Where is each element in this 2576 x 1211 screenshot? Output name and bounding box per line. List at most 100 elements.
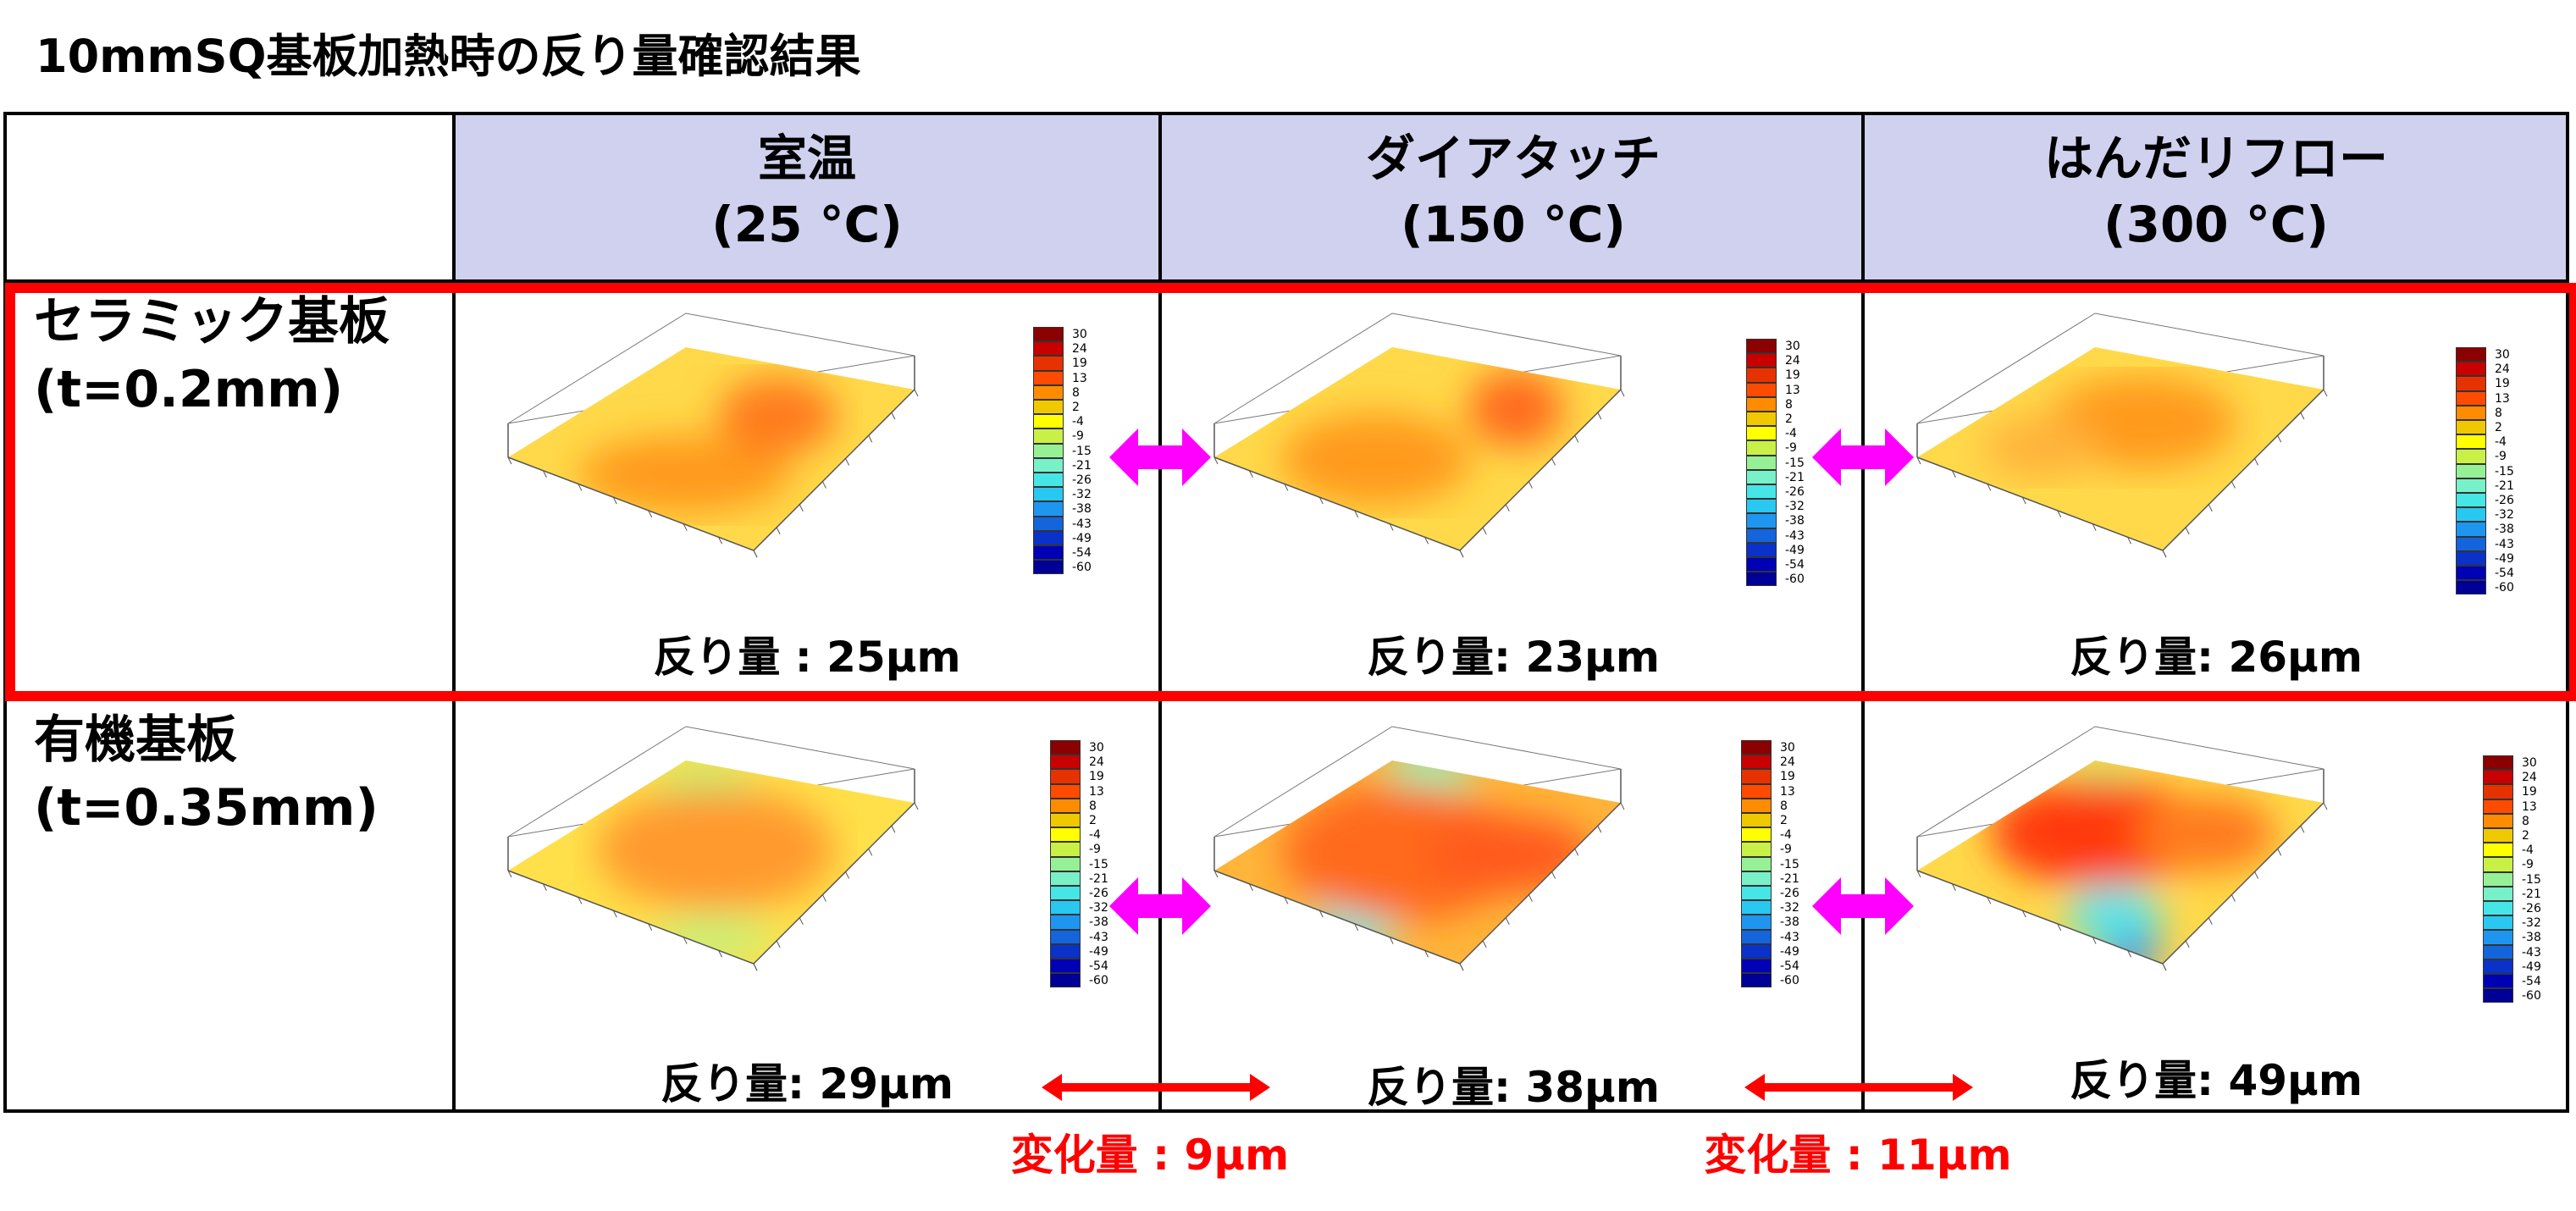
axis-line	[1916, 870, 2164, 965]
colorbar-swatch	[1746, 440, 1777, 456]
colorbar-swatch	[1050, 827, 1081, 843]
axis-line	[507, 870, 755, 965]
axis-tick	[1987, 484, 1992, 491]
axis-line	[1459, 802, 1622, 965]
colorbar-swatch	[1050, 929, 1081, 944]
colorbar-swatch	[1746, 499, 1777, 514]
colorbar-tick-label: -26	[1780, 887, 1799, 900]
colorbar-swatch	[2483, 930, 2513, 945]
axis-tick	[1213, 870, 1219, 878]
axis-tick	[1248, 883, 1253, 891]
colorbar-swatch	[2456, 507, 2486, 523]
colorbar-swatch	[2483, 828, 2513, 843]
colorbar-swatch	[1050, 973, 1081, 988]
surface-plot-graphic	[507, 312, 919, 558]
axis-tick	[507, 456, 512, 465]
colorbar-swatch	[1741, 842, 1772, 857]
surface-region	[1983, 417, 2103, 478]
colorbar-swatch	[1033, 443, 1064, 458]
axis-tick	[2021, 496, 2026, 505]
colorbar-tick-label: 2	[1089, 814, 1097, 827]
row-thickness: (t=0.35mm)	[34, 778, 379, 838]
colorbar-swatch	[1033, 370, 1064, 385]
colorbar-swatch	[1741, 973, 1772, 988]
colorbar-tick-label: -32	[1785, 500, 1805, 514]
axis-tick	[891, 412, 896, 420]
axis-tick	[648, 510, 653, 518]
colorbar-swatch	[1033, 457, 1064, 473]
colorbar-swatch	[1741, 915, 1772, 930]
colorbar-swatch	[2483, 988, 2513, 1004]
compare-arrow-ceramic-1	[1109, 429, 1211, 486]
colorbar-swatch	[1033, 414, 1064, 429]
axis-tick	[868, 849, 873, 856]
colorbar-swatch	[1746, 542, 1777, 557]
axis-tick	[868, 435, 873, 443]
axis-line	[2162, 802, 2324, 965]
axis-tick	[1916, 870, 1921, 878]
colorbar-tick-label: 13	[1089, 784, 1104, 799]
axis-tick	[542, 883, 547, 891]
axis-tick	[1528, 894, 1533, 902]
surface-region	[1991, 779, 2205, 887]
axis-tick	[507, 870, 512, 878]
double-arrow-icon	[1812, 877, 1914, 935]
colorbar-tick-label: -9	[2522, 858, 2534, 872]
colorbar-swatch	[1050, 798, 1081, 813]
colorbar-swatch	[2456, 390, 2486, 406]
colorbar-tick-label: 19	[2522, 785, 2537, 799]
colorbar-swatch	[1746, 368, 1777, 383]
axis-tick	[914, 389, 919, 397]
surface-plot-graphic	[1916, 312, 2328, 558]
colorbar-tick-label: -60	[1089, 974, 1108, 988]
axis-line	[1213, 456, 1461, 551]
colorbar-tick-label: -9	[1780, 843, 1792, 857]
surface-plot	[1883, 710, 2391, 1015]
colorbar-tick-label: 24	[1785, 354, 1800, 368]
colorbar-tick-label: -54	[1780, 959, 1799, 973]
surface-plot-graphic	[1916, 726, 2328, 971]
axis-tick	[1951, 470, 1956, 478]
colorbar-tick-label: 19	[1785, 368, 1800, 383]
colorbar-tick-label: -32	[1089, 901, 1108, 915]
colorbar-tick-label: 8	[2495, 406, 2502, 420]
axis-tick	[845, 871, 850, 879]
column-header-background	[456, 115, 2569, 279]
colorbar-tick-label: -15	[2495, 464, 2514, 478]
colorbar-tick-label: -43	[1089, 930, 1108, 944]
colorbar-tick-label: 19	[1089, 770, 1104, 784]
colorbar-swatch	[1033, 429, 1064, 444]
colorbar-tick-label: 19	[1780, 770, 1795, 784]
colorbar-tick-label: -4	[2522, 843, 2534, 858]
change-arrow-1	[1042, 1074, 1270, 1101]
colorbar-tick-label: -60	[2522, 989, 2541, 1004]
axis-tick	[2021, 910, 2026, 918]
colorbar-tick-label: 30	[1780, 741, 1795, 755]
colorbar-swatch	[2456, 550, 2486, 566]
colorbar-swatch	[2483, 813, 2513, 828]
colorbar-tick-label: -49	[2495, 551, 2514, 566]
axis-tick	[1482, 940, 1487, 948]
column-temp: (300 °C)	[2103, 196, 2329, 253]
colorbar-tick-label: -43	[1785, 528, 1805, 543]
colorbar-swatch	[1050, 886, 1081, 901]
axis-tick	[2323, 389, 2328, 397]
colorbar-tick-label: -54	[2495, 567, 2514, 580]
colorbar-swatch	[1033, 356, 1064, 371]
colorbar-tick-label: -32	[2522, 916, 2541, 931]
colorbar-tick-label: -26	[2495, 494, 2514, 507]
colorbar-tick-label: 24	[2495, 362, 2510, 377]
axis-tick	[578, 484, 583, 491]
axis-tick	[2057, 510, 2062, 518]
colorbar-swatch	[2456, 347, 2486, 362]
colorbar-swatch	[2456, 449, 2486, 464]
surface-plot	[474, 296, 982, 601]
column-header-die-attach: ダイアタッチ (150 °C)	[1162, 125, 1865, 257]
colorbar-tick-label: -60	[1072, 561, 1092, 575]
colorbar-tick-label: -60	[1785, 572, 1805, 587]
colorbar-swatch	[1033, 384, 1064, 400]
warpage-label: 反り量: 38μm	[1367, 1063, 1660, 1112]
colorbar-swatch	[2456, 376, 2486, 391]
colorbar-swatch	[1746, 426, 1777, 441]
colorbar-swatch	[1050, 871, 1081, 886]
